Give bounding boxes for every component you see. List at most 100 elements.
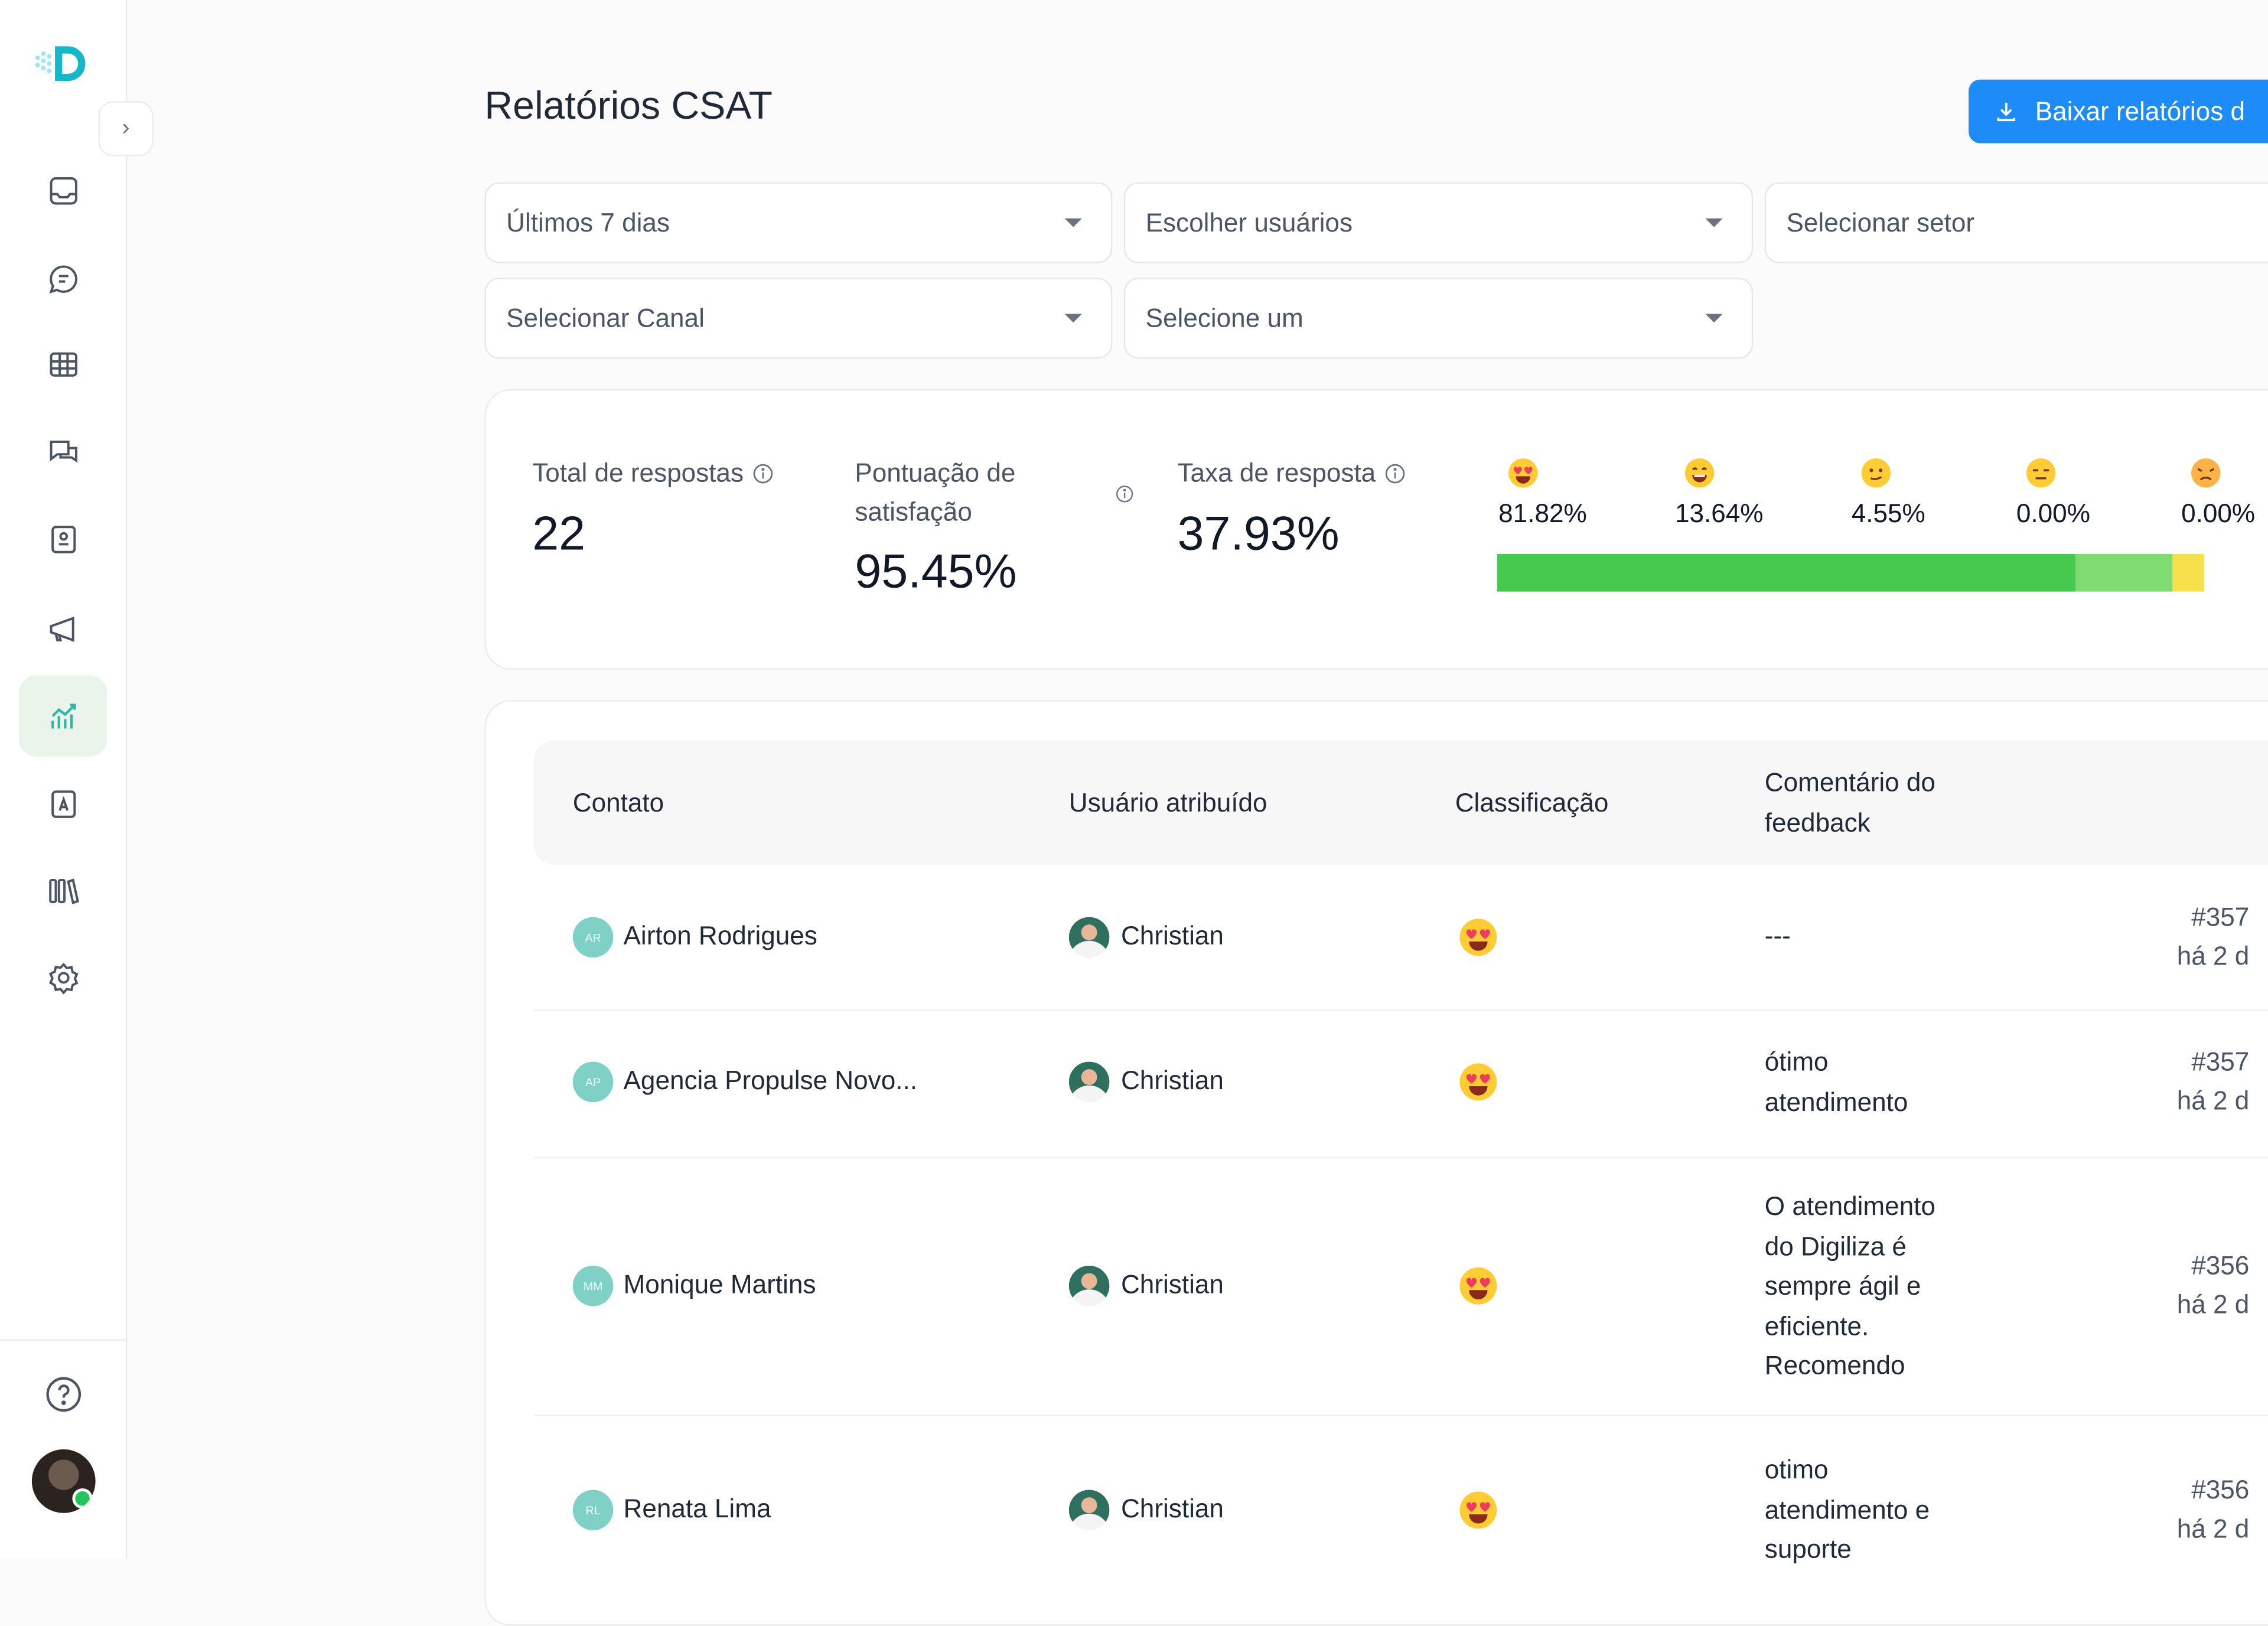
- feedback-comment: ótimo atendimento: [1764, 1047, 1908, 1116]
- secondary-select[interactable]: Selecione um: [1123, 278, 1754, 359]
- contact-name[interactable]: Airton Rodrigues: [623, 921, 817, 950]
- caret-down-icon: [1064, 314, 1082, 323]
- disappointed-emoji-icon: [2191, 458, 2221, 488]
- distribution-segment-neutral: [2172, 553, 2205, 592]
- assigned-user-name: Christian: [1120, 1270, 1224, 1299]
- response-rate-label: Taxa de resposta: [1177, 454, 1406, 493]
- page-title: Relatórios CSAT: [484, 84, 773, 128]
- sector-select-value: Selecionar setor: [1786, 207, 1975, 237]
- online-status-dot: [72, 1488, 93, 1509]
- distribution-bar: [1497, 553, 2205, 592]
- contact-name[interactable]: Renata Lima: [623, 1494, 771, 1523]
- contact-card-icon: [50, 790, 76, 818]
- distribution-segment-grin: [2075, 553, 2173, 592]
- nav-settings[interactable]: [19, 937, 107, 1018]
- nav-inbox[interactable]: [19, 151, 107, 232]
- header-contact[interactable]: Contato: [572, 788, 664, 817]
- ticket-info[interactable]: #357 há 2 d: [2176, 1047, 2250, 1116]
- sector-select[interactable]: Selecionar setor: [1764, 182, 2268, 263]
- contact-name[interactable]: Agencia Propulse Novo...: [623, 1065, 917, 1095]
- distribution-unamused-pct: 0.00%: [2016, 498, 2090, 528]
- row-divider: [533, 1157, 2268, 1159]
- header-assigned-user[interactable]: Usuário atribuído: [1068, 788, 1267, 817]
- nav-contact-card[interactable]: [19, 764, 107, 845]
- users-select-value: Escolher usuários: [1145, 207, 1353, 237]
- conversations-icon: [49, 440, 77, 463]
- neutral-emoji-icon: [1861, 458, 1891, 488]
- inbox-icon: [49, 177, 77, 205]
- reports-icon: [50, 703, 76, 729]
- stats-card: [484, 389, 2268, 670]
- contacts-icon: [50, 526, 76, 553]
- collapse-sidebar-button[interactable]: ›: [98, 101, 154, 157]
- library-icon: [48, 878, 79, 905]
- distribution-segment-heart-eyes: [1497, 553, 2076, 592]
- heart-eyes-emoji-icon: [1459, 1267, 1497, 1305]
- distribution-grin: 13.64%: [1675, 457, 1763, 529]
- distribution-heart-eyes-pct: 81.82%: [1498, 498, 1587, 528]
- header-rating[interactable]: Classificação: [1455, 788, 1609, 817]
- contact-name[interactable]: Monique Martins: [623, 1270, 816, 1299]
- chat-icon: [48, 265, 77, 294]
- assigned-user-name: Christian: [1120, 1494, 1224, 1523]
- row-divider: [533, 1415, 2268, 1416]
- user-avatar[interactable]: [31, 1449, 96, 1513]
- distribution-neutral: 4.55%: [1852, 457, 1925, 529]
- app-logo[interactable]: [32, 41, 96, 87]
- total-responses-label: Total de respostas: [532, 454, 774, 493]
- download-icon: [1997, 102, 2016, 122]
- heart-eyes-emoji-icon: [1508, 458, 1538, 488]
- assigned-user-name: Christian: [1120, 1065, 1224, 1095]
- contact-avatar: MM: [572, 1265, 614, 1306]
- satisfaction-score-label: Pontuação de satisfação: [855, 458, 1016, 527]
- heart-eyes-emoji-icon: [1459, 1063, 1497, 1101]
- ticket-info[interactable]: #356 há 2 d: [2176, 1251, 2250, 1319]
- assigned-user-avatar: [1068, 1490, 1110, 1531]
- info-icon[interactable]: [1115, 484, 1134, 503]
- nav-reports[interactable]: [18, 675, 107, 757]
- assigned-user-avatar: [1068, 1061, 1110, 1103]
- caret-down-icon: [1705, 314, 1723, 323]
- grid-icon: [49, 352, 77, 377]
- distribution-neutral-pct: 4.55%: [1851, 498, 1925, 528]
- feedback-comment: ---: [1764, 921, 1791, 950]
- users-select[interactable]: Escolher usuários: [1123, 182, 1754, 263]
- sidebar-divider: [0, 1339, 126, 1341]
- nav-grid[interactable]: [19, 324, 107, 405]
- ticket-info[interactable]: #357 há 2 d: [2176, 902, 2250, 971]
- nav-conversations[interactable]: [19, 412, 107, 493]
- period-select[interactable]: Últimos 7 dias: [484, 182, 1113, 263]
- nav-chat[interactable]: [19, 239, 107, 320]
- heart-eyes-emoji-icon: [1459, 918, 1497, 956]
- header-comment[interactable]: Comentário do feedback: [1764, 768, 1935, 838]
- contact-avatar: AP: [572, 1061, 614, 1103]
- sidebar: ›: [0, 0, 154, 1560]
- channel-select[interactable]: Selecionar Canal: [484, 278, 1113, 359]
- caret-down-icon: [1705, 218, 1723, 227]
- channel-select-value: Selecionar Canal: [506, 303, 705, 333]
- assigned-user-name: Christian: [1120, 921, 1224, 950]
- response-rate-value: 37.93%: [1177, 506, 1340, 560]
- chevron-right-icon: ›: [122, 115, 130, 141]
- secondary-select-value: Selecione um: [1145, 303, 1304, 333]
- distribution-disappointed: 0.00%: [2181, 457, 2255, 529]
- total-responses-value: 22: [532, 506, 586, 560]
- nav-library[interactable]: [19, 851, 107, 931]
- grin-emoji-icon: [1684, 458, 1715, 488]
- distribution-disappointed-pct: 0.00%: [2181, 498, 2256, 528]
- info-icon[interactable]: [1384, 463, 1406, 485]
- contact-avatar: AR: [572, 917, 614, 958]
- nav-contacts[interactable]: [19, 499, 107, 580]
- table-header: [533, 740, 2268, 865]
- help-icon[interactable]: [43, 1374, 84, 1415]
- assigned-user-avatar: [1068, 917, 1110, 958]
- nav-campaigns[interactable]: [19, 589, 107, 670]
- ticket-info[interactable]: #356 há 2 d: [2176, 1475, 2250, 1544]
- download-report-button[interactable]: Baixar relatórios d: [1969, 79, 2268, 144]
- row-divider: [533, 1009, 2268, 1011]
- info-icon[interactable]: [752, 463, 774, 485]
- feedback-comment: O atendimento do Digiliza é sempre ágil …: [1764, 1191, 1935, 1380]
- assigned-user-avatar: [1068, 1265, 1110, 1306]
- satisfaction-score-value: 95.45%: [855, 543, 1017, 598]
- contact-avatar: RL: [572, 1490, 614, 1531]
